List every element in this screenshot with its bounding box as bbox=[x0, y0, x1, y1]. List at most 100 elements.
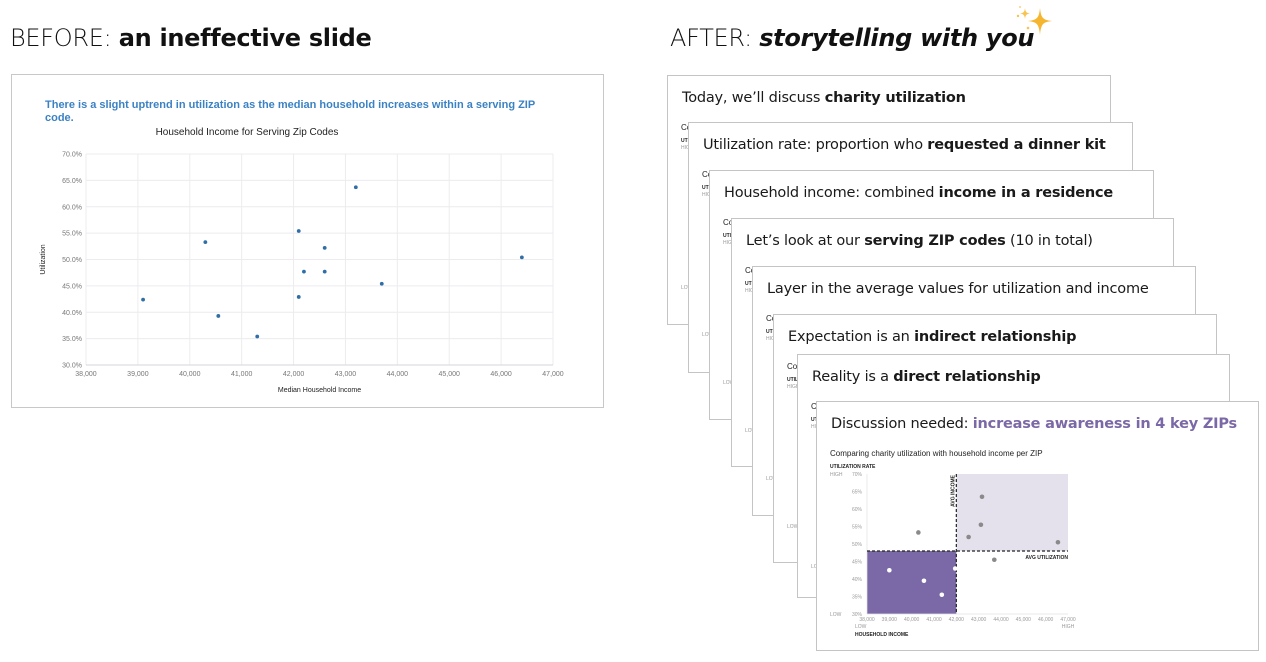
slide-title: Layer in the average values for utilizat… bbox=[767, 281, 1149, 297]
after-slide-card-8: Discussion needed: increase awareness in… bbox=[816, 401, 1259, 651]
x-tick-label: 40,000 bbox=[904, 617, 920, 623]
slide-title-emphasis: requested a dinner kit bbox=[927, 137, 1106, 153]
before-heading: BEFORE: an ineffective slide bbox=[10, 24, 372, 52]
slide-title-emphasis: indirect relationship bbox=[914, 329, 1077, 345]
y-low-label: LOW bbox=[723, 380, 735, 386]
y-low-label: LOW bbox=[681, 285, 693, 291]
y-tick-label: 55.0% bbox=[62, 231, 82, 238]
y-tick-label: 35% bbox=[852, 595, 863, 601]
data-point bbox=[322, 245, 327, 250]
x-tick-label: 45,000 bbox=[439, 371, 461, 378]
y-high-label: HIGH bbox=[681, 145, 694, 151]
before-slide: There is a slight uptrend in utilization… bbox=[11, 74, 604, 408]
slide-title-emphasis: charity utilization bbox=[824, 90, 966, 106]
y-tick-label: 65% bbox=[852, 490, 863, 496]
data-point bbox=[203, 240, 208, 244]
slide-title: Utilization rate: proportion who request… bbox=[703, 137, 1106, 153]
after-scatter-chart: 30% 35% 40% 45% 50% 55% 60% 65% 70% 38,000 39,000 4… bbox=[830, 472, 1076, 638]
slide-title-accent: increase awareness in 4 key ZIPs bbox=[972, 416, 1237, 432]
x-tick-label: 44,000 bbox=[993, 617, 1009, 623]
x-axis-title: HOUSEHOLD INCOME bbox=[855, 632, 909, 638]
x-high-label: HIGH bbox=[1062, 624, 1075, 630]
y-low-label: LOW bbox=[830, 612, 842, 618]
before-heading-emphasis: an ineffective slide bbox=[118, 24, 372, 52]
after-heading-prefix: AFTER: bbox=[670, 24, 760, 52]
highlighted-point bbox=[952, 566, 958, 571]
data-point bbox=[353, 185, 358, 190]
data-point bbox=[1055, 539, 1061, 545]
after-heading-emphasis: storytelling with you bbox=[759, 24, 1035, 52]
x-axis-label: Median Household Income bbox=[278, 387, 361, 394]
y-tick-label: 60.0% bbox=[62, 204, 82, 211]
data-point bbox=[296, 229, 301, 233]
slide-title-emphasis: direct relationship bbox=[893, 369, 1041, 385]
y-low-label: LOW bbox=[787, 524, 799, 530]
y-tick-label: 70.0% bbox=[62, 152, 82, 159]
x-tick-label: 42,000 bbox=[949, 617, 965, 623]
y-tick-label: 40.0% bbox=[62, 310, 82, 317]
data-point bbox=[978, 522, 984, 528]
x-tick-label: 46,000 bbox=[1038, 617, 1054, 623]
slide-title: Discussion needed: increase awareness in… bbox=[831, 416, 1237, 432]
slide-title-text: Today, we’ll discuss bbox=[682, 90, 825, 106]
highlighted-point bbox=[939, 592, 945, 598]
slide-title-text: Expectation is an bbox=[788, 329, 915, 345]
x-tick-label: 41,000 bbox=[926, 617, 942, 623]
slide-title: Today, we’ll discuss charity utilization bbox=[682, 90, 966, 106]
after-heading: AFTER: storytelling with you bbox=[670, 24, 1035, 52]
data-point bbox=[966, 534, 971, 540]
y-low-label: LOW bbox=[745, 428, 757, 434]
highlighted-point bbox=[921, 578, 927, 584]
x-tick-label: 47,000 bbox=[1060, 617, 1076, 623]
y-low-label: LOW bbox=[702, 332, 714, 338]
data-point bbox=[296, 295, 301, 299]
data-point bbox=[519, 255, 524, 260]
slide-title-text: Discussion needed: bbox=[831, 416, 973, 432]
avg-income-label: AVG INCOME bbox=[950, 474, 956, 507]
x-tick-label: 43,000 bbox=[971, 617, 987, 623]
y-tick-label: 45.0% bbox=[62, 283, 82, 290]
y-high-label: HIGH bbox=[766, 336, 779, 342]
x-tick-label: 39,000 bbox=[882, 617, 898, 623]
x-tick-label: 42,000 bbox=[283, 371, 305, 378]
slide-title-suffix: (10 in total) bbox=[1005, 233, 1093, 249]
slide-title: Expectation is an indirect relationship bbox=[788, 329, 1077, 345]
low-low-quadrant bbox=[867, 551, 957, 614]
slide-title-emphasis: serving ZIP codes bbox=[864, 233, 1006, 249]
data-point bbox=[979, 494, 985, 500]
x-low-label: LOW bbox=[855, 624, 867, 630]
y-axis-label: Utilization bbox=[40, 244, 47, 274]
x-tick-label: 41,000 bbox=[231, 371, 253, 378]
data-point bbox=[322, 269, 327, 274]
x-tick-label: 38,000 bbox=[859, 617, 875, 623]
before-scatter-chart: 38,000 39,000 40,000 41,000 42,000 43,000 44,0… bbox=[40, 152, 564, 395]
y-tick-label: 40% bbox=[852, 577, 863, 583]
data-point bbox=[992, 557, 997, 563]
data-point bbox=[302, 269, 306, 274]
before-slide-headline: There is a slight uptrend in utilization… bbox=[45, 99, 536, 124]
slide-title: Reality is a direct relationship bbox=[812, 369, 1041, 385]
x-tick-label: 40,000 bbox=[179, 371, 201, 378]
x-tick-label: 38,000 bbox=[75, 371, 97, 378]
highlighted-point bbox=[887, 567, 892, 573]
y-high-label: HIGH bbox=[787, 384, 800, 390]
y-tick-label: 55% bbox=[852, 525, 863, 531]
slide-title-emphasis: income in a residence bbox=[938, 185, 1114, 201]
y-high-label: HIGH bbox=[702, 192, 715, 198]
slide-title: Let’s look at our serving ZIP codes (10 … bbox=[746, 233, 1093, 249]
x-tick-label: 43,000 bbox=[335, 371, 357, 378]
avg-utilization-label: AVG UTILIZATION bbox=[1025, 555, 1068, 561]
before-heading-prefix: BEFORE: bbox=[10, 24, 119, 52]
y-high-label: HIGH bbox=[723, 240, 736, 246]
chart-subtitle: Comparing charity utilization with house… bbox=[830, 449, 1043, 458]
y-tick-label: 30.0% bbox=[62, 363, 82, 370]
y-tick-label: 60% bbox=[852, 507, 863, 513]
slide-title-text: Household income: combined bbox=[724, 185, 939, 201]
high-high-quadrant bbox=[956, 474, 1068, 551]
data-point bbox=[216, 314, 221, 318]
y-axis-title: UTILIZATION RATE bbox=[830, 464, 876, 470]
y-tick-label: 35.0% bbox=[62, 336, 82, 343]
data-point bbox=[141, 297, 145, 302]
y-tick-label: 30% bbox=[852, 612, 863, 618]
before-chart-title: Household Income for Serving Zip Codes bbox=[155, 127, 339, 138]
